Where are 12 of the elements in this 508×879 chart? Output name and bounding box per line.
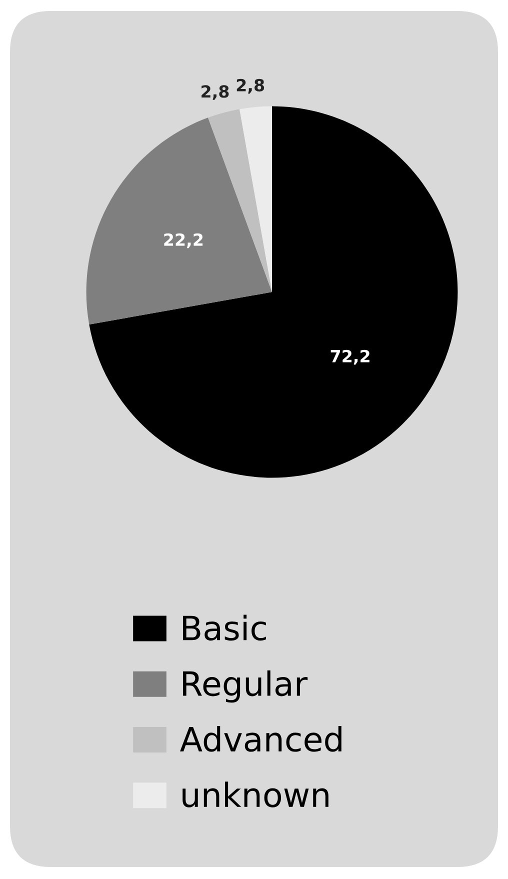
data-label: 72,2 [330, 350, 370, 365]
legend-label: Regular [183, 670, 308, 703]
pie-slice [86, 118, 272, 325]
legend-label: Advanced [180, 726, 342, 752]
data-label: 2,8 [202, 85, 229, 100]
data-label: 22,2 [164, 233, 203, 248]
legend-label: unknown [182, 782, 328, 808]
data-label: 2,8 [236, 78, 264, 94]
pie-slice [208, 109, 272, 292]
pie-slice [239, 106, 272, 292]
legend-label: Basic [183, 614, 266, 641]
pie-slice [89, 106, 458, 478]
